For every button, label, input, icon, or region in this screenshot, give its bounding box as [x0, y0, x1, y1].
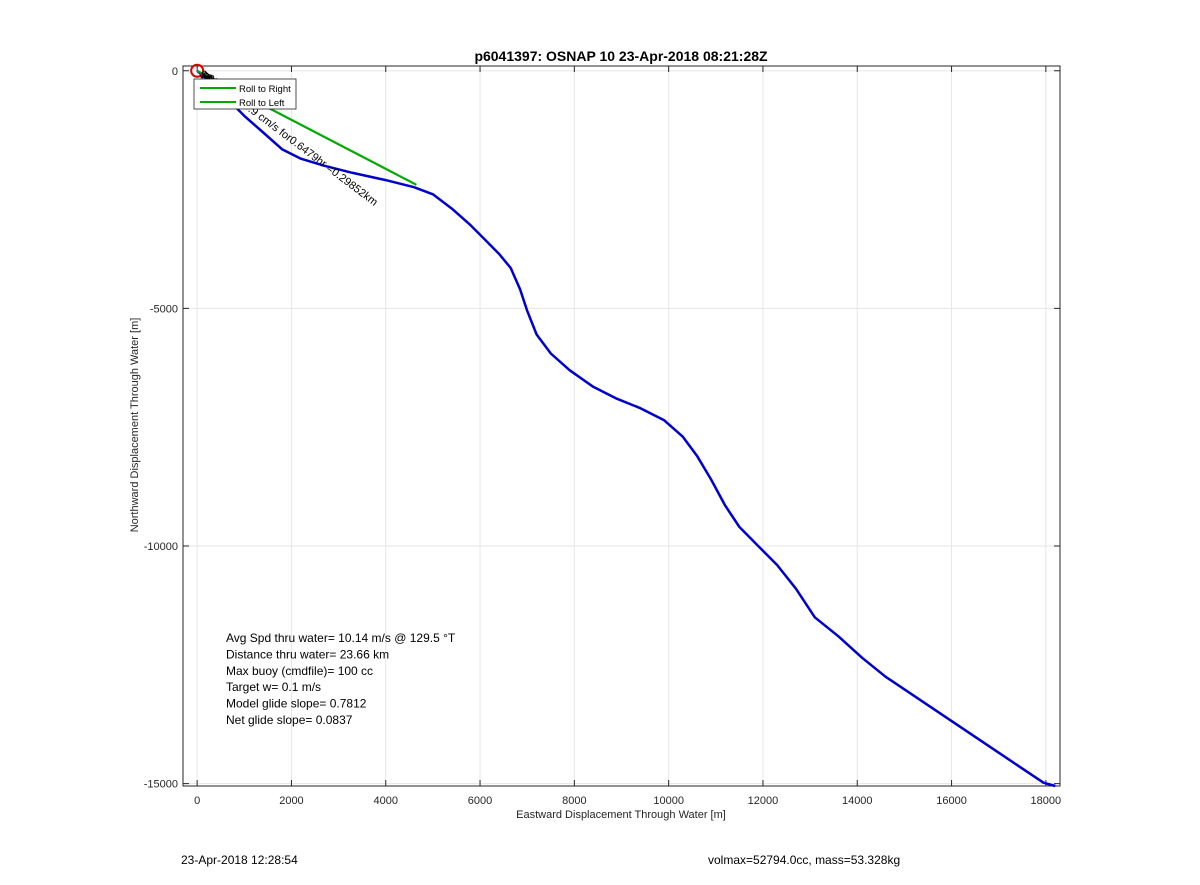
stats-annotation: Max buoy (cmdfile)= 100 cc — [226, 664, 373, 678]
x-tick-label: 10000 — [653, 795, 684, 807]
legend-label: Roll to Left — [239, 98, 285, 109]
y-tick-label: -5000 — [150, 303, 178, 315]
x-tick-label: 8000 — [562, 795, 586, 807]
y-tick-label: -15000 — [144, 779, 178, 791]
x-tick-label: 4000 — [374, 795, 398, 807]
legend: Roll to Right Roll to Left — [193, 78, 297, 110]
y-axis-label: Northward Displacement Through Water [m] — [129, 318, 141, 533]
legend-label: Roll to Right — [239, 84, 291, 95]
x-tick-label: 12000 — [748, 795, 779, 807]
x-tick-label: 0 — [194, 795, 200, 807]
x-tick-label: 14000 — [842, 795, 873, 807]
legend-box — [193, 78, 297, 110]
annotations: Avg Spd thru water= 10.14 m/s @ 129.5 °T… — [226, 631, 456, 727]
axes-box — [182, 65, 1061, 787]
y-tick-label: -10000 — [144, 541, 178, 553]
stats-annotation: Distance thru water= 23.66 km — [226, 647, 389, 661]
y-tick-label: 0 — [172, 66, 178, 78]
ticks: 0 2000 4000 6000 8000 10000 12000 14000 16000 180… — [144, 66, 1061, 807]
stats-annotation: Target w= 0.1 m/s — [226, 680, 321, 694]
glider-track-line — [196, 69, 1056, 788]
chart-title: p6041397: OSNAP 10 23-Apr-2018 08:21:28Z — [474, 48, 768, 64]
stats-annotation: Net glide slope= 0.0837 — [226, 713, 353, 727]
x-tick-label: 16000 — [936, 795, 967, 807]
series — [190, 63, 1056, 788]
stats-annotation: Avg Spd thru water= 10.14 m/s @ 129.5 °T — [226, 631, 456, 645]
x-tick-label: 18000 — [1031, 795, 1062, 807]
x-tick-label: 6000 — [468, 795, 492, 807]
start-marker — [190, 63, 205, 78]
footer-volmax-mass: volmax=52794.0cc, mass=53.328kg — [708, 853, 901, 867]
x-axis-label: Eastward Displacement Through Water [m] — [516, 809, 726, 821]
grid — [183, 66, 1060, 786]
stats-annotation: Model glide slope= 0.7812 — [226, 697, 367, 711]
footer-timestamp: 23-Apr-2018 12:28:54 — [181, 853, 298, 867]
x-tick-label: 2000 — [279, 795, 303, 807]
